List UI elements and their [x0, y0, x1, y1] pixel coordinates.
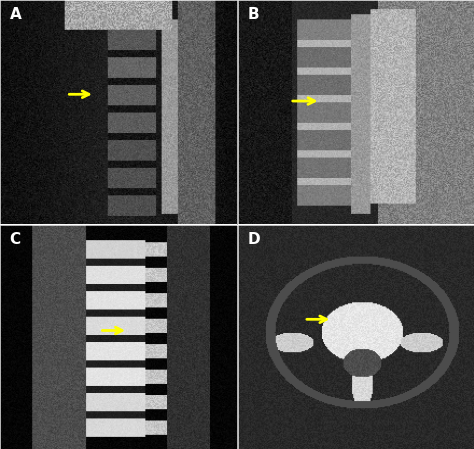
Text: C: C — [9, 232, 20, 247]
Text: B: B — [247, 7, 259, 22]
Text: D: D — [247, 232, 260, 247]
Text: A: A — [9, 7, 21, 22]
